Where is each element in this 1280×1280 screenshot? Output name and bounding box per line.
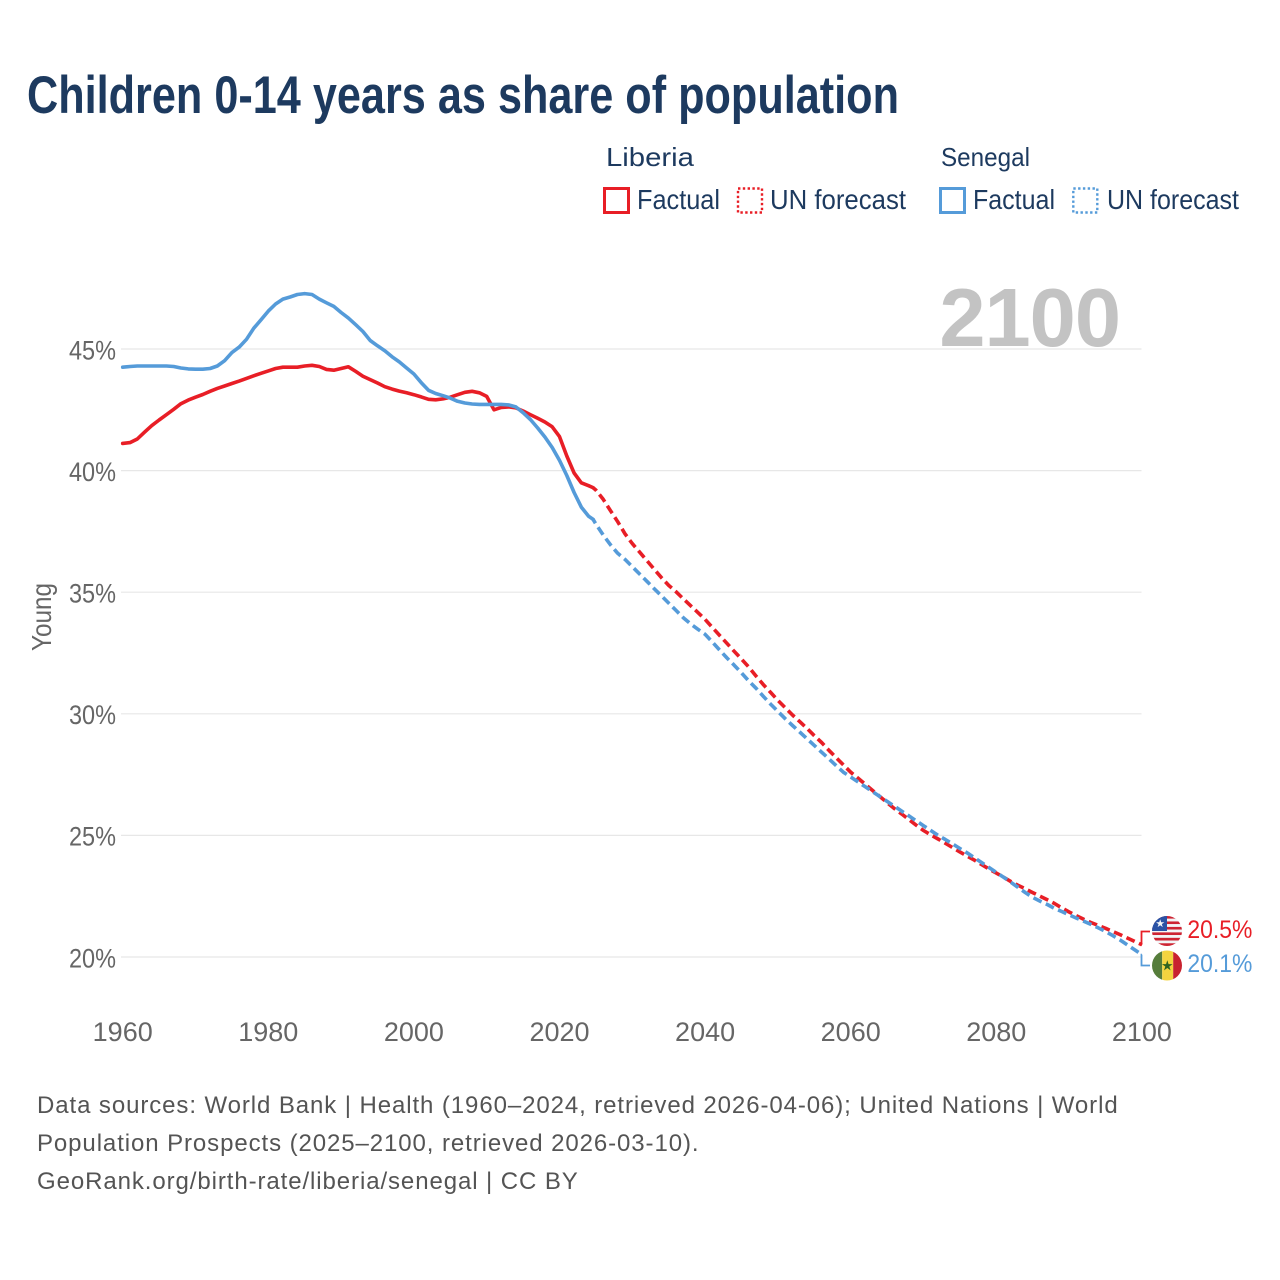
svg-text:2000: 2000 [384, 1017, 444, 1047]
svg-text:2040: 2040 [675, 1017, 735, 1047]
svg-text:Factual: Factual [973, 184, 1055, 215]
svg-text:20.5%: 20.5% [1187, 916, 1252, 944]
svg-text:35%: 35% [69, 579, 116, 609]
svg-text:UN forecast: UN forecast [770, 184, 906, 215]
svg-text:Liberia: Liberia [606, 142, 695, 172]
svg-text:45%: 45% [69, 335, 116, 365]
svg-text:2020: 2020 [529, 1017, 589, 1047]
svg-text:Factual: Factual [637, 184, 720, 215]
svg-text:Children 0-14 years as share o: Children 0-14 years as share of populati… [27, 66, 899, 125]
svg-text:2100: 2100 [1112, 1017, 1172, 1047]
svg-text:25%: 25% [69, 822, 116, 852]
svg-text:1960: 1960 [93, 1017, 153, 1047]
svg-text:2080: 2080 [966, 1017, 1026, 1047]
svg-text:UN forecast: UN forecast [1107, 184, 1239, 215]
svg-text:2100: 2100 [939, 271, 1120, 364]
svg-text:2060: 2060 [821, 1017, 881, 1047]
svg-text:30%: 30% [69, 700, 116, 730]
svg-text:Senegal: Senegal [941, 142, 1030, 172]
svg-text:20.1%: 20.1% [1187, 950, 1252, 978]
svg-text:1980: 1980 [238, 1017, 298, 1047]
svg-text:40%: 40% [69, 457, 116, 487]
svg-text:Young: Young [26, 583, 57, 651]
svg-text:20%: 20% [69, 943, 116, 973]
